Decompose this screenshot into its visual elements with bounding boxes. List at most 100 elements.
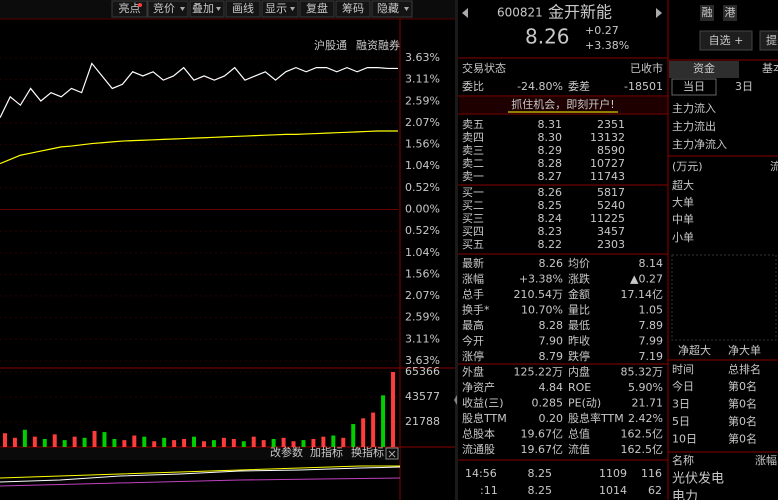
volume-bar: [142, 436, 147, 447]
volume-bar: [391, 372, 396, 447]
book-volume: 2303: [597, 238, 625, 251]
sector-name[interactable]: 光伏发电: [672, 471, 724, 487]
chart-link[interactable]: 沪股通: [314, 38, 347, 52]
dropdown-arrow[interactable]: [216, 7, 221, 11]
indicator-button[interactable]: 改参数: [270, 445, 303, 459]
tab[interactable]: 基本: [762, 61, 778, 75]
tag-button-label[interactable]: 港: [725, 6, 736, 19]
tick-count: 62: [648, 484, 662, 497]
y-tick-label: 43577: [405, 390, 440, 403]
volume-bar: [82, 437, 87, 447]
volume-bar: [331, 435, 336, 447]
volume-bar: [281, 437, 286, 447]
watch-button[interactable]: [699, 30, 753, 51]
volume-bar: [2, 433, 7, 447]
stock-name: 金开新能: [548, 3, 612, 22]
stat-value: +3.38%: [519, 273, 563, 286]
dropdown-arrow[interactable]: [180, 7, 185, 11]
label: 委比: [462, 80, 484, 93]
indicator-button[interactable]: 加指标: [310, 445, 343, 459]
y-tick-label: 21788: [405, 415, 440, 428]
stat-label: 涨幅: [462, 273, 484, 286]
volume-bar: [311, 438, 316, 447]
toolbar-button[interactable]: [299, 0, 335, 18]
stat-value: 4.84: [539, 381, 564, 394]
toolbar-button-label[interactable]: 画线: [232, 1, 254, 15]
value: -18501: [624, 80, 663, 93]
volume-bar: [122, 440, 127, 447]
volume-bar: [112, 438, 117, 447]
tag-button[interactable]: [700, 5, 714, 21]
sector-name[interactable]: 电力: [672, 490, 698, 500]
toolbar-button-label[interactable]: 显示: [265, 2, 287, 15]
close-icon[interactable]: [388, 450, 396, 458]
tab-active[interactable]: [669, 61, 739, 78]
tick-count: 116: [641, 467, 662, 480]
ad-bg[interactable]: [459, 97, 667, 113]
toolbar-button[interactable]: [189, 0, 225, 18]
toolbar-button-label[interactable]: 亮点: [119, 1, 141, 15]
toolbar-button[interactable]: [371, 0, 413, 18]
splitter-arrow[interactable]: [454, 395, 457, 405]
tag-button-label[interactable]: 融: [702, 6, 713, 19]
unit-label: 流: [770, 159, 778, 173]
alert-dot: [138, 3, 142, 7]
period-active[interactable]: [671, 78, 717, 96]
value: 已收市: [630, 61, 663, 75]
tab[interactable]: 资金: [693, 61, 715, 75]
volume-bar: [351, 424, 356, 447]
volume-bar: [92, 430, 97, 447]
toolbar-button-label[interactable]: 隐藏: [377, 2, 399, 15]
y-tick-label: 0.52%: [405, 224, 440, 237]
book-volume: 8590: [597, 144, 625, 157]
book-price: 8.22: [538, 238, 563, 251]
book-label: 买四: [462, 225, 484, 238]
tag-button[interactable]: [723, 5, 737, 21]
unit-label: (万元): [672, 160, 703, 173]
volume-bar: [52, 434, 57, 447]
volume-bar: [192, 436, 197, 447]
stat-label: 量比: [568, 304, 590, 317]
stat-value: 7.19: [639, 350, 664, 363]
book-label: 卖二: [462, 157, 484, 170]
toolbar-button-label[interactable]: 筹码: [342, 1, 364, 15]
indicator-button[interactable]: 换指标: [351, 445, 384, 459]
toolbar-button[interactable]: [147, 0, 189, 18]
hint-button-label[interactable]: 提: [766, 34, 777, 47]
volume-bar: [211, 440, 216, 447]
toolbar-button-label[interactable]: 竞价: [153, 1, 175, 15]
chart-link[interactable]: 融资融券: [356, 38, 400, 52]
y-tick-label: 0.00%: [405, 203, 440, 216]
close-box[interactable]: [385, 447, 399, 460]
book-price: 8.28: [538, 157, 563, 170]
book-volume: 2351: [597, 118, 625, 131]
toolbar-button[interactable]: [225, 0, 261, 18]
period[interactable]: 当日: [683, 79, 705, 93]
ad-link[interactable]: 抓住机会，即刻开户!: [511, 97, 614, 111]
prev-arrow[interactable]: [462, 8, 468, 18]
toolbar-button-label[interactable]: 叠加: [192, 2, 214, 15]
stat-value: 0.20: [539, 412, 564, 425]
flow-label: 主力流出: [672, 119, 716, 133]
splitter[interactable]: [455, 0, 458, 500]
stat-label: 最新: [462, 256, 484, 270]
dropdown-arrow[interactable]: [290, 7, 295, 11]
stat-value: 7.90: [539, 335, 564, 348]
toolbar-button-label[interactable]: 复盘: [306, 1, 328, 15]
flow-label: 主力流入: [672, 101, 716, 115]
y-tick-label: 2.07%: [405, 289, 440, 302]
stat-value: 85.32万: [621, 366, 664, 379]
rank-value: 第0名: [728, 397, 757, 411]
next-arrow[interactable]: [656, 8, 662, 18]
stat-label: 内盘: [568, 365, 590, 379]
hint-button[interactable]: [759, 30, 778, 51]
stat-value: 19.67亿: [521, 443, 564, 456]
period[interactable]: 3日: [735, 80, 753, 93]
watch-button-label[interactable]: 自选 +: [709, 34, 744, 47]
book-label: 卖三: [462, 144, 484, 157]
toolbar-button[interactable]: [335, 0, 371, 18]
toolbar-button[interactable]: [261, 0, 299, 18]
dropdown-arrow[interactable]: [404, 7, 409, 11]
stat-label: 流通股: [462, 442, 495, 456]
